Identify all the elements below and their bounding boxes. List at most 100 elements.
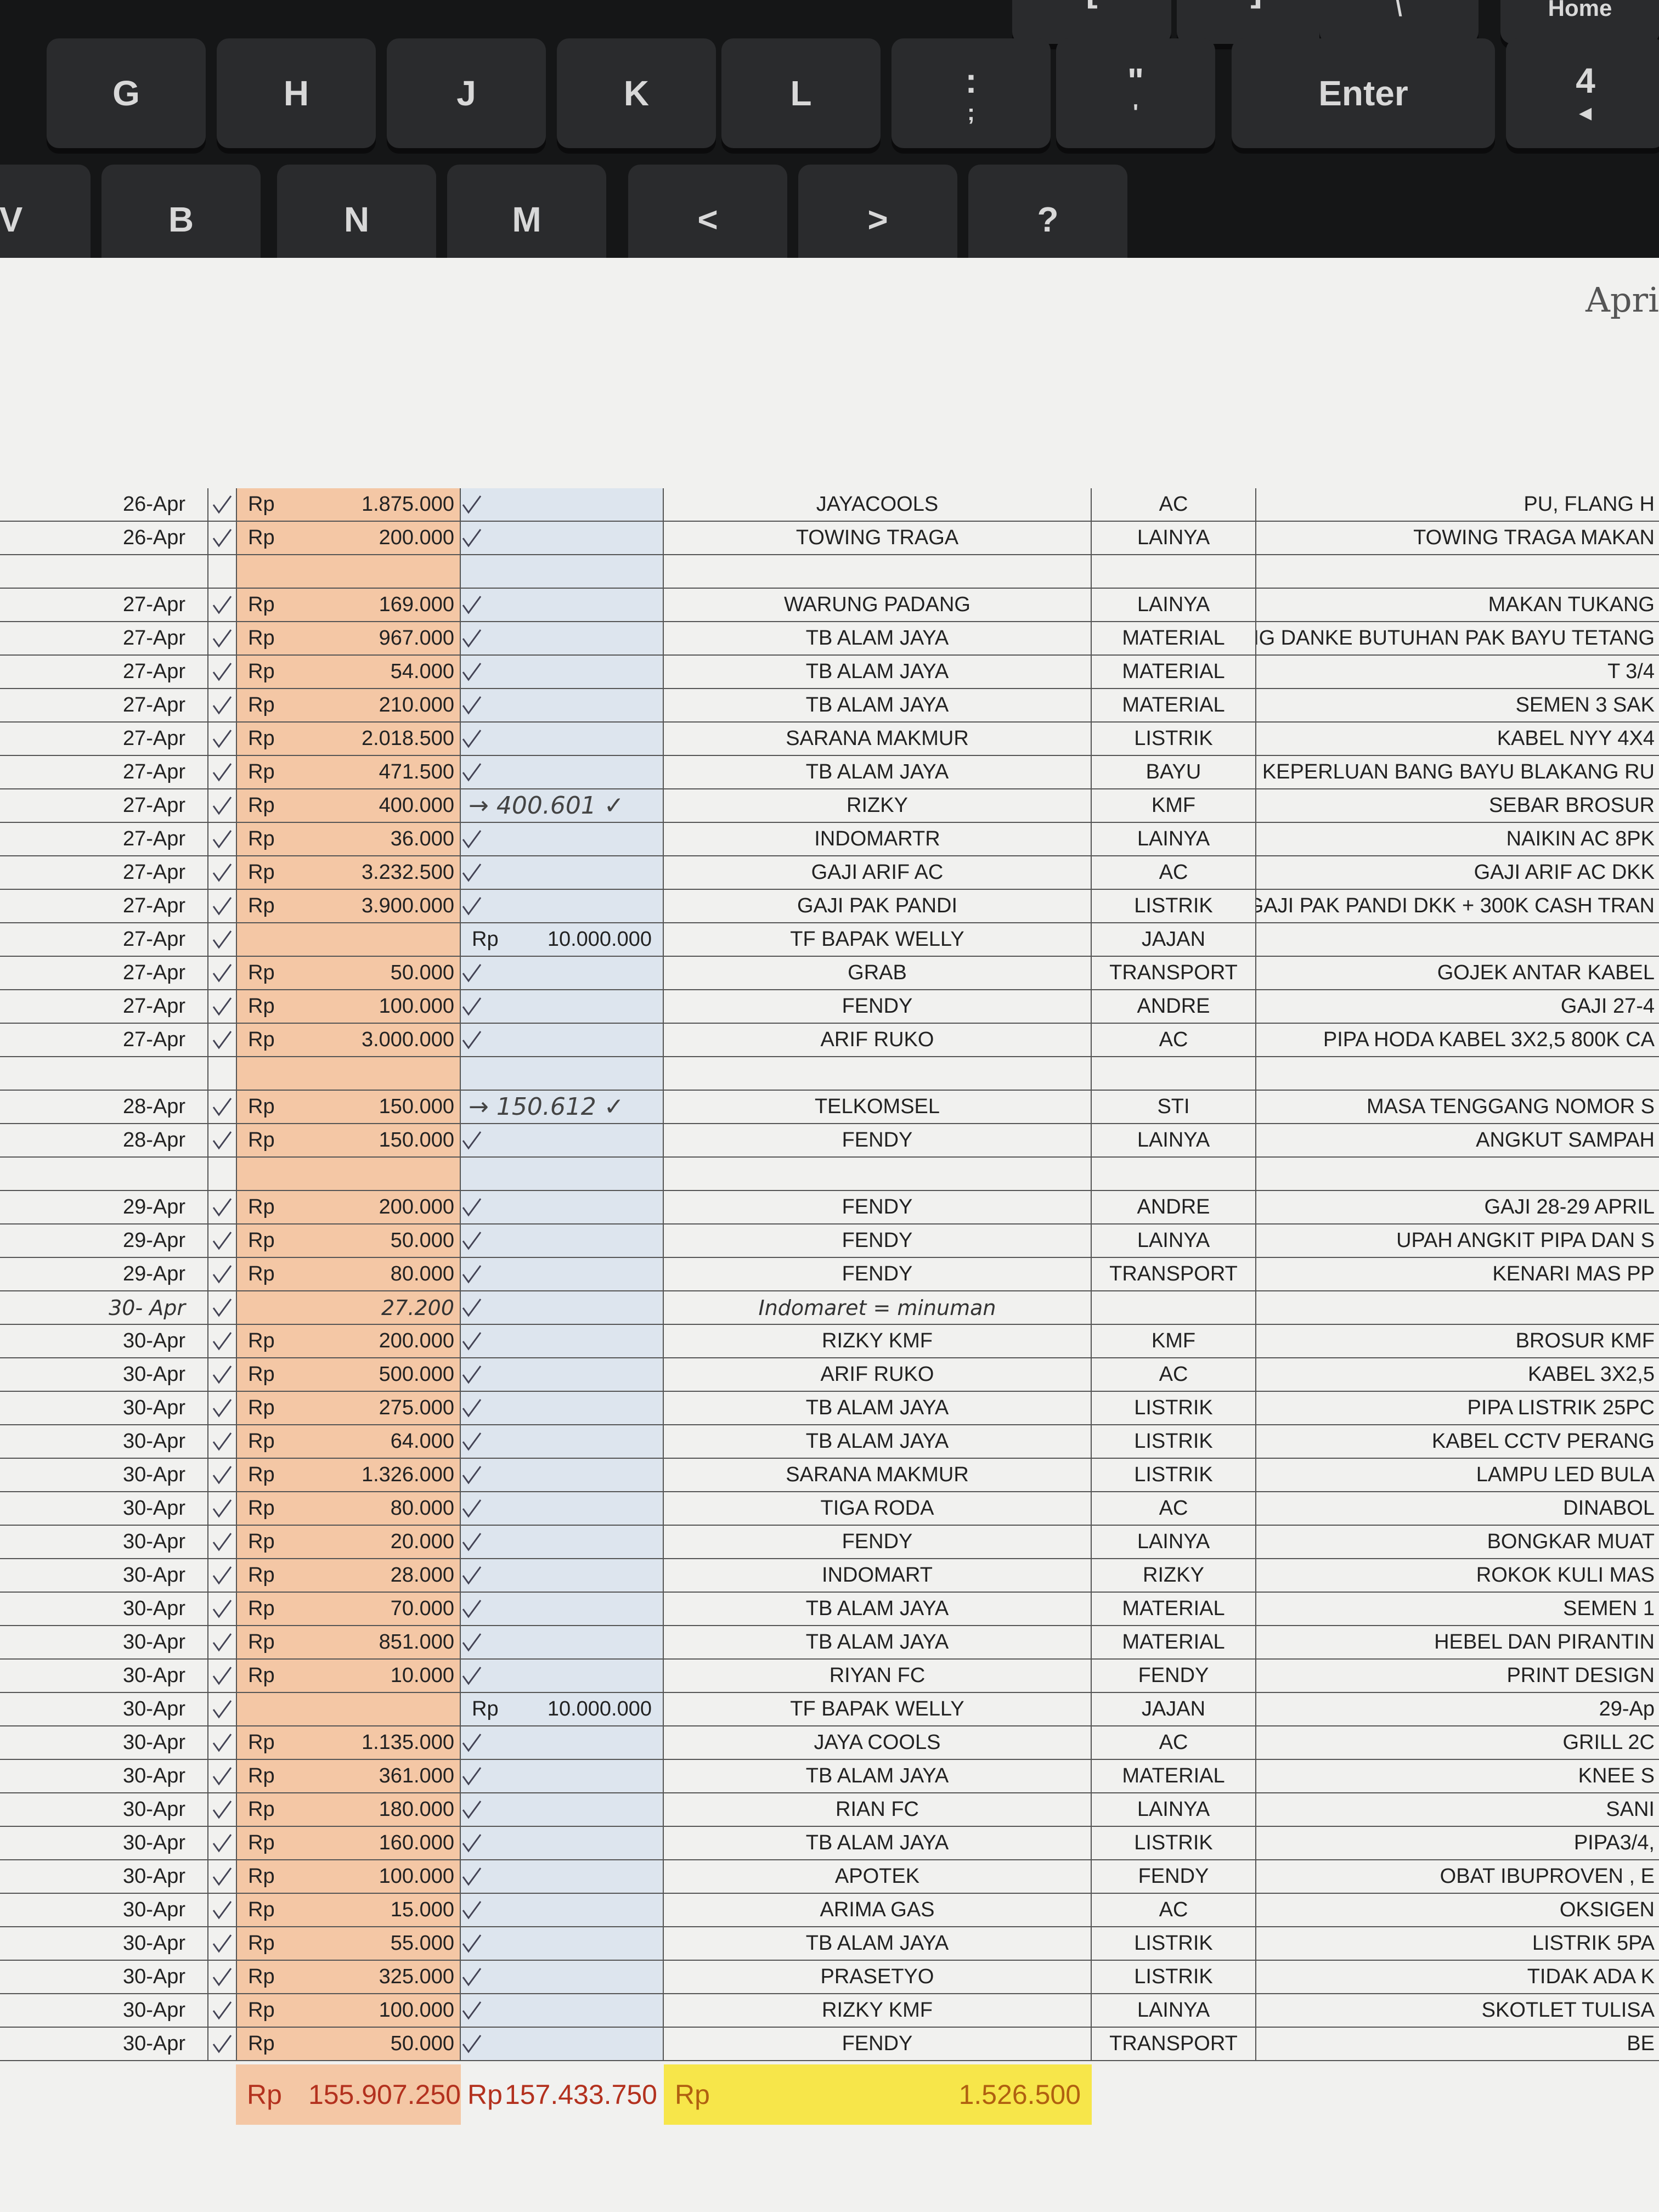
transfer-cell [461, 1526, 664, 1559]
check-cell [208, 756, 236, 789]
check-mark [462, 2034, 482, 2053]
amount-cell [296, 923, 461, 957]
transfer-cell [461, 1793, 664, 1827]
date-cell: 30-Apr [0, 2028, 208, 2061]
description-cell: KABEL 3X2,5 [1256, 1358, 1659, 1392]
transfer-cell [461, 856, 664, 890]
category-cell: LAINYA [1092, 1793, 1256, 1827]
description-cell [1256, 923, 1659, 957]
currency-cell: Rp [236, 1224, 296, 1258]
table-row: 27-Apr Rp 3.232.500 GAJI ARIF AC AC GAJI ARIF… [0, 856, 1659, 890]
currency-cell: Rp [236, 1961, 296, 1994]
currency-cell: Rp [236, 1526, 296, 1559]
date-cell: 30-Apr [0, 1459, 208, 1492]
amount-cell: 500.000 [296, 1358, 461, 1392]
transfer-cell [461, 1860, 664, 1894]
date-cell: 27-Apr [0, 990, 208, 1024]
name-cell: APOTEK [664, 1860, 1092, 1894]
check-cell [208, 1726, 236, 1760]
key-label: ] [1250, 0, 1262, 8]
currency-cell: Rp [236, 1425, 296, 1459]
table-row: 29-Apr Rp 50.000 FENDY LAINYA UPAH ANGKIT PIP… [0, 1224, 1659, 1258]
category-cell: LISTRIK [1092, 1961, 1256, 1994]
table-row: 30-Apr Rp 275.000 TB ALAM JAYA LISTRIK PIPA L… [0, 1392, 1659, 1425]
transfer-cell [461, 1492, 664, 1526]
name-cell: RIZKY KMF [664, 1325, 1092, 1358]
check-mark [212, 1867, 232, 1886]
key-label: " [1127, 60, 1144, 100]
transfer-cell [461, 1927, 664, 1961]
table-row: 27-Apr Rp 50.000 GRAB TRANSPORT GOJEK ANTAR K… [0, 957, 1659, 990]
date-cell: 27-Apr [0, 723, 208, 756]
name-cell: Indomaret = minuman [664, 1291, 1092, 1325]
description-cell: KENARI MAS PP [1256, 1258, 1659, 1291]
currency-cell: Rp [236, 1191, 296, 1224]
category-cell: MATERIAL [1092, 622, 1256, 656]
category-cell: LAINYA [1092, 1124, 1256, 1158]
table-row: 30-Apr Rp 10.000.000 TF BAPAK WELLY JAJAN 29-… [0, 1693, 1659, 1726]
check-mark [212, 1900, 232, 1920]
date-cell: 27-Apr [0, 823, 208, 856]
check-mark [462, 1599, 482, 1618]
transfer-cell [461, 1961, 664, 1994]
cell [461, 555, 664, 589]
date-cell: 27-Apr [0, 589, 208, 622]
check-cell [208, 1526, 236, 1559]
currency-cell: Rp [236, 1994, 296, 2028]
name-cell: FENDY [664, 1191, 1092, 1224]
key-label: J [456, 73, 476, 113]
currency-cell: Rp [236, 1793, 296, 1827]
name-cell: FENDY [664, 1258, 1092, 1291]
key-label: G [112, 73, 140, 113]
check-cell [208, 1827, 236, 1860]
table-row: 30-Apr Rp 70.000 TB ALAM JAYA MATERIAL SEMEN … [0, 1593, 1659, 1626]
check-mark [212, 528, 232, 548]
name-cell: PRASETYO [664, 1961, 1092, 1994]
category-cell: TRANSPORT [1092, 1258, 1256, 1291]
key-label: M [512, 199, 541, 239]
check-cell [208, 1224, 236, 1258]
cell [236, 1057, 296, 1091]
cell [664, 1158, 1092, 1191]
check-mark [212, 763, 232, 782]
key-label: \ [1396, 0, 1402, 21]
key-label: ' [1133, 99, 1138, 126]
date-cell: 30-Apr [0, 1593, 208, 1626]
description-cell: GROUTING DANKE BUTUHAN PAK BAYU TETANG [1256, 622, 1659, 656]
category-cell: MATERIAL [1092, 1760, 1256, 1793]
category-cell: LAINYA [1092, 522, 1256, 555]
transfer-cell [461, 1459, 664, 1492]
amount-cell: 471.500 [296, 756, 461, 789]
table-row: 30-Apr Rp 200.000 RIZKY KMF KMF BROSUR KMF [0, 1325, 1659, 1358]
currency-cell: Rp [236, 689, 296, 723]
description-cell: OKSIGEN [1256, 1894, 1659, 1927]
currency-cell: Rp [236, 823, 296, 856]
transfer-cell [461, 522, 664, 555]
currency-cell: Rp [236, 1358, 296, 1392]
amount-cell: 80.000 [296, 1258, 461, 1291]
check-mark [212, 1599, 232, 1618]
check-cell [208, 1291, 236, 1325]
check-cell [208, 1860, 236, 1894]
key: G [47, 38, 206, 148]
check-mark [462, 1633, 482, 1652]
currency-cell: Rp [236, 756, 296, 789]
check-mark [212, 1030, 232, 1049]
key: [ [1012, 0, 1171, 44]
category-cell: STI [1092, 1091, 1256, 1124]
check-cell [208, 1191, 236, 1224]
cell [296, 1057, 461, 1091]
check-cell [208, 1559, 236, 1593]
transfer-cell [461, 823, 664, 856]
name-cell: TB ALAM JAYA [664, 756, 1092, 789]
table-row: 30-Apr Rp 15.000 ARIMA GAS AC OKSIGEN [0, 1894, 1659, 1927]
description-cell: BE [1256, 2028, 1659, 2061]
table-row: 30-Apr Rp 160.000 TB ALAM JAYA LISTRIK PIPA3/… [0, 1827, 1659, 1860]
check-mark [212, 1465, 232, 1485]
check-mark [462, 1198, 482, 1217]
key: J [387, 38, 546, 148]
category-cell: AC [1092, 488, 1256, 522]
category-cell: ANDRE [1092, 990, 1256, 1024]
check-mark [462, 1298, 482, 1317]
